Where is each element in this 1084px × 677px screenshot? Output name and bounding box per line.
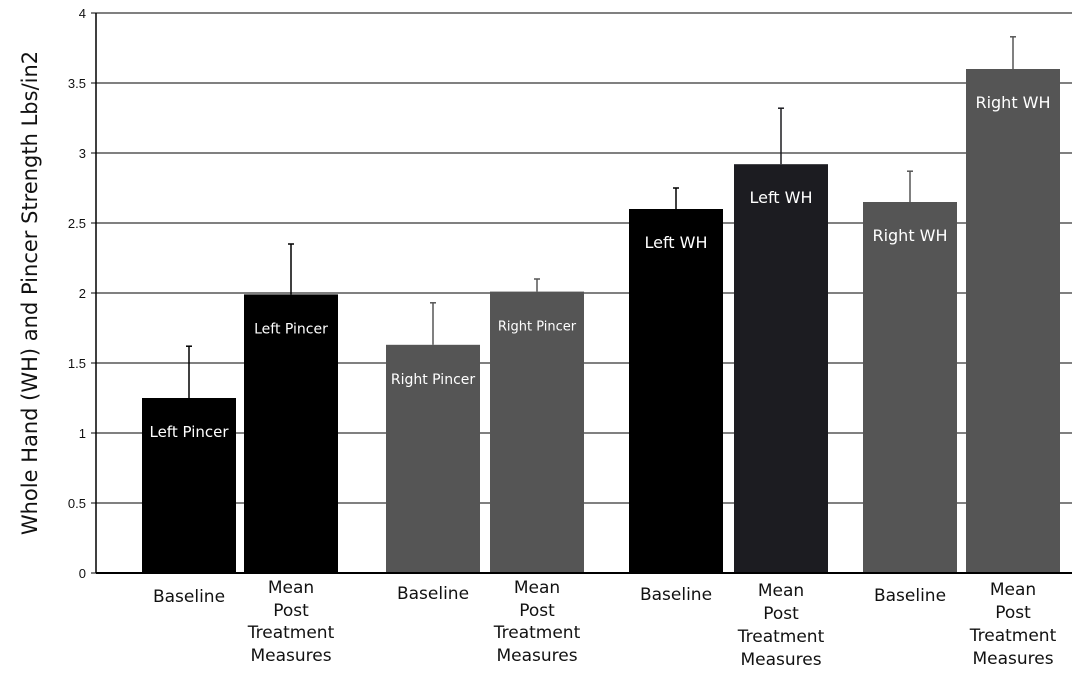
y-tick-label: 4 — [79, 6, 86, 21]
bar-data-label: Left WH — [644, 233, 707, 252]
x-tick-label: Baseline — [397, 584, 469, 604]
x-tick-label: Mean Post Treatment Measures — [737, 581, 825, 670]
axes: 0 0.5 1 1.5 2 2.5 3 3.5 4 Baseline Mean Post Treatme… — [68, 6, 1072, 670]
x-tick-label: Mean Post Treatment Measures — [969, 580, 1057, 669]
bar — [244, 294, 338, 573]
bar-data-label: Right Pincer — [498, 320, 577, 335]
y-tick-label: 2.5 — [68, 216, 86, 231]
bar — [142, 398, 236, 573]
y-tick-label: 0 — [79, 566, 86, 581]
bar — [490, 291, 584, 573]
bar-data-label: Left Pincer — [149, 423, 229, 441]
y-tick-label: 1 — [79, 426, 86, 441]
y-tick-label: 3.5 — [68, 76, 86, 91]
x-tick-label: Baseline — [874, 586, 946, 606]
bar-data-label: Right WH — [872, 226, 947, 245]
bar — [629, 209, 723, 573]
bar — [734, 164, 828, 573]
bar-data-label: Right WH — [975, 93, 1050, 112]
bar-data-label: Right Pincer — [391, 372, 476, 388]
x-tick-label: Baseline — [640, 585, 712, 605]
y-tick-label: 2 — [79, 286, 86, 301]
bar — [386, 344, 480, 573]
x-tick-label: Mean Post Treatment Measures — [493, 578, 581, 666]
bar — [966, 69, 1060, 573]
bar-data-label: Left Pincer — [254, 321, 328, 337]
bar — [863, 202, 957, 573]
y-tick-label: 3 — [79, 146, 86, 161]
x-tick-label: Mean Post Treatment Measures — [247, 578, 335, 666]
y-axis-label: Whole Hand (WH) and Pincer Strength Lbs/… — [18, 51, 42, 535]
x-tick-label: Baseline — [153, 587, 225, 607]
bar-data-label: Left WH — [749, 188, 812, 207]
bars: Left Pincer Left Pincer Right Pincer Right … — [142, 36, 1060, 573]
y-tick-label: 1.5 — [68, 356, 86, 371]
y-tick-label: 0.5 — [68, 496, 86, 511]
